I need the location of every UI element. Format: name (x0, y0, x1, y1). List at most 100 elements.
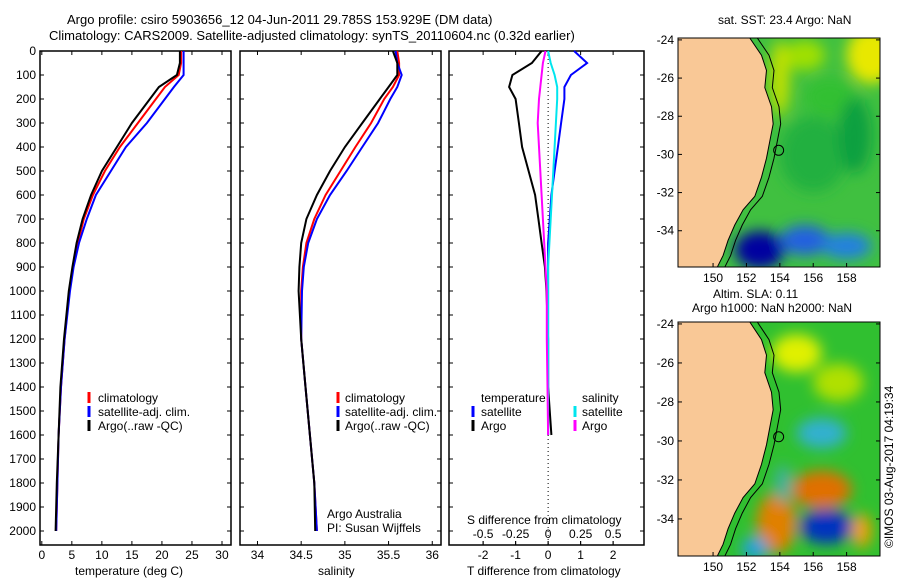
x-tick-label: 34.5 (289, 548, 313, 562)
x2-tick-label: 0.25 (569, 527, 593, 541)
lon-tick-label: 150 (703, 560, 723, 574)
land-australia (678, 322, 774, 556)
y-tick-label: 100 (16, 68, 36, 82)
figure-title-line2: Climatology: CARS2009. Satellite-adjuste… (49, 28, 575, 43)
legend-argo: Argo(..raw -QC) (345, 419, 430, 433)
anomaly-blob (774, 464, 792, 503)
y-tick-label: 600 (16, 188, 36, 202)
anomaly-blob (769, 40, 790, 117)
lat-tick-label: -28 (657, 109, 675, 123)
x-tick-label: 5 (68, 548, 75, 562)
isobath-line (724, 322, 782, 556)
anomaly-blob (791, 470, 852, 509)
y-tick-label: 1100 (10, 308, 36, 322)
lon-tick-label: 150 (703, 271, 723, 285)
anomaly-blob (784, 39, 825, 71)
anomaly-blob (756, 492, 797, 554)
legend-climatology: climatology (98, 391, 158, 405)
lat-tick-label: -26 (657, 356, 675, 370)
x-tick-label: 35.5 (377, 548, 401, 562)
difference-panel: -2 -1 0 1 2 -0.5 -0.25 0 0.25 0.5 (448, 50, 645, 562)
x-tick-label: 36 (426, 548, 440, 562)
x-tick-label: 34 (251, 548, 265, 562)
anomaly-blob (799, 509, 854, 544)
annotation-pi: PI: Susan Wijffels (327, 521, 421, 535)
y-tick-label: 200 (16, 92, 36, 106)
anomaly-blob (796, 417, 847, 449)
lon-tick-label: 156 (803, 560, 823, 574)
salinity-xlabel: salinity (318, 564, 355, 578)
sla-map-panel: 150 152 154 156 158 -24 -26 -28 -30 -32 -34 (657, 317, 881, 574)
y-tick-label: 0 (29, 44, 36, 58)
anomaly-blob (851, 513, 872, 548)
lat-tick-label: -24 (657, 33, 675, 47)
lat-tick-label: -34 (657, 512, 675, 526)
legend-satellite: satellite-adj. clim. (345, 405, 437, 419)
y-tick-label: 1000 (9, 284, 36, 298)
x-tick-label: 20 (155, 548, 169, 562)
y-tick-label: 1700 (9, 452, 36, 466)
anomaly-blob (804, 78, 855, 117)
x2-tick-label: 0.5 (605, 527, 622, 541)
x-tick-label: 0 (38, 548, 45, 562)
x-tick-label: 35 (338, 548, 352, 562)
lat-tick-label: -34 (657, 224, 675, 238)
legend-climatology: climatology (345, 391, 405, 405)
series-line-salinity-argo (536, 50, 550, 436)
series-line-salinity-satellite (547, 50, 559, 435)
x-tick-label: 15 (125, 548, 139, 562)
y-tick-label: 1200 (9, 332, 36, 346)
map-frame (677, 37, 881, 268)
lat-tick-label: -32 (657, 186, 675, 200)
anomaly-blob (734, 230, 785, 267)
y-tick-label: 500 (16, 164, 36, 178)
lon-tick-label: 152 (736, 271, 756, 285)
anomaly-blob (846, 38, 880, 84)
x-tick-label: -2 (478, 548, 489, 562)
anomaly-blob (821, 232, 872, 260)
x-tick-label: 0 (545, 548, 552, 562)
y-tick-label: 1400 (9, 380, 36, 394)
legend-sal-argo: Argo (582, 419, 608, 433)
anomaly-blob (813, 363, 864, 402)
sla-map-title-line2: Argo h1000: NaN h2000: NaN (692, 301, 852, 315)
lat-tick-label: -28 (657, 395, 675, 409)
x-tick-label: 1 (577, 548, 584, 562)
x-tick-label: 30 (215, 548, 229, 562)
x2-tick-label: 0 (545, 527, 552, 541)
lon-tick-label: 158 (837, 271, 857, 285)
salinity-panel: 34 34.5 35 35.5 36 (239, 50, 442, 562)
sla-map-title-line1: Altim. SLA: 0.11 (713, 287, 798, 301)
isobath-line (724, 38, 782, 267)
y-tick-label: 300 (16, 116, 36, 130)
legend-temp-satellite: satellite (481, 405, 522, 419)
plot-frame (39, 50, 232, 546)
figure-title-line1: Argo profile: csiro 5903656_12 04-Jun-20… (67, 12, 492, 27)
legend-temperature-heading: temperature (481, 391, 546, 405)
anomaly-blob (779, 116, 847, 193)
lon-tick-label: 158 (837, 560, 857, 574)
anomaly-blob (779, 225, 830, 256)
map-field (678, 322, 880, 556)
diff-x2label: S difference from climatology (467, 513, 622, 527)
diff-xlabel: T difference from climatology (467, 564, 621, 578)
x-tick-label: 2 (610, 548, 617, 562)
map-anomalies (741, 334, 872, 556)
y-tick-label: 900 (16, 260, 36, 274)
y-tick-label: 1500 (9, 404, 36, 418)
map-frame (677, 321, 881, 557)
y-tick-label: 1600 (9, 428, 36, 442)
land-australia (678, 38, 774, 267)
x-tick-label: 25 (185, 548, 199, 562)
anomaly-blob (741, 536, 769, 556)
map-anomalies (734, 38, 880, 267)
x2-tick-label: -0.25 (502, 527, 530, 541)
temperature-panel: 0 5 10 15 20 25 300100200300400500600700800900… (9, 44, 232, 562)
lat-tick-label: -26 (657, 71, 675, 85)
plot-frame (239, 50, 442, 546)
anomaly-blob (838, 97, 872, 174)
x-tick-label: -1 (510, 548, 521, 562)
sst-map-title: sat. SST: 23.4 Argo: NaN (718, 13, 851, 27)
lon-tick-label: 154 (770, 271, 790, 285)
